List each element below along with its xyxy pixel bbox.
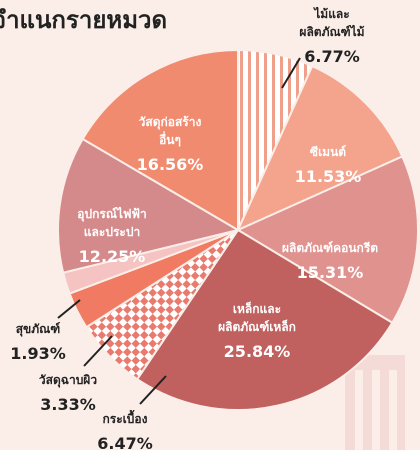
slice-label: ผลิตภัณฑ์เหล็ก	[218, 319, 296, 334]
slice-label: ไม้และ	[312, 6, 349, 21]
slice-label: และประปา	[84, 225, 140, 239]
leader-line	[83, 335, 113, 367]
value-label: 6.77%	[304, 47, 360, 66]
slice-label: อื่นๆ	[159, 131, 181, 147]
slice-label: วัสดุฉาบผิว	[39, 373, 97, 388]
slice-label: ผลิตภัณฑ์ไม้	[299, 24, 364, 39]
slice-label: สุขภัณฑ์	[16, 322, 61, 337]
leader-line	[281, 57, 301, 89]
slice	[236, 64, 404, 232]
value-label: 3.33%	[40, 395, 96, 414]
slice-label: ซีเมนต์	[310, 145, 346, 159]
building-decoration	[345, 355, 405, 450]
slice-label: กระเบื้อง	[103, 409, 148, 426]
leader-line	[57, 299, 81, 319]
pie	[57, 48, 419, 411]
value-label: 1.93%	[10, 344, 66, 363]
value-label: 6.47%	[97, 434, 153, 450]
slice-label: อุปกรณ์ไฟฟ้า	[77, 206, 146, 222]
value-label: 12.25%	[79, 247, 146, 266]
chart-title: จำแนกรายหมวด	[0, 6, 167, 34]
slice-label: ผลิตภัณฑ์คอนกรีต	[282, 241, 378, 255]
value-label: 16.56%	[137, 155, 204, 174]
slice	[135, 228, 394, 411]
value-label: 25.84%	[224, 342, 291, 361]
slice-label: วัสดุก่อสร้าง	[139, 115, 202, 130]
value-label: 15.31%	[297, 263, 364, 282]
slice-label: เหล็กและ	[233, 301, 281, 316]
slice	[57, 137, 241, 274]
value-label: 11.53%	[295, 167, 362, 186]
slice	[235, 155, 419, 325]
slice	[81, 48, 239, 232]
leader-line	[139, 375, 167, 405]
